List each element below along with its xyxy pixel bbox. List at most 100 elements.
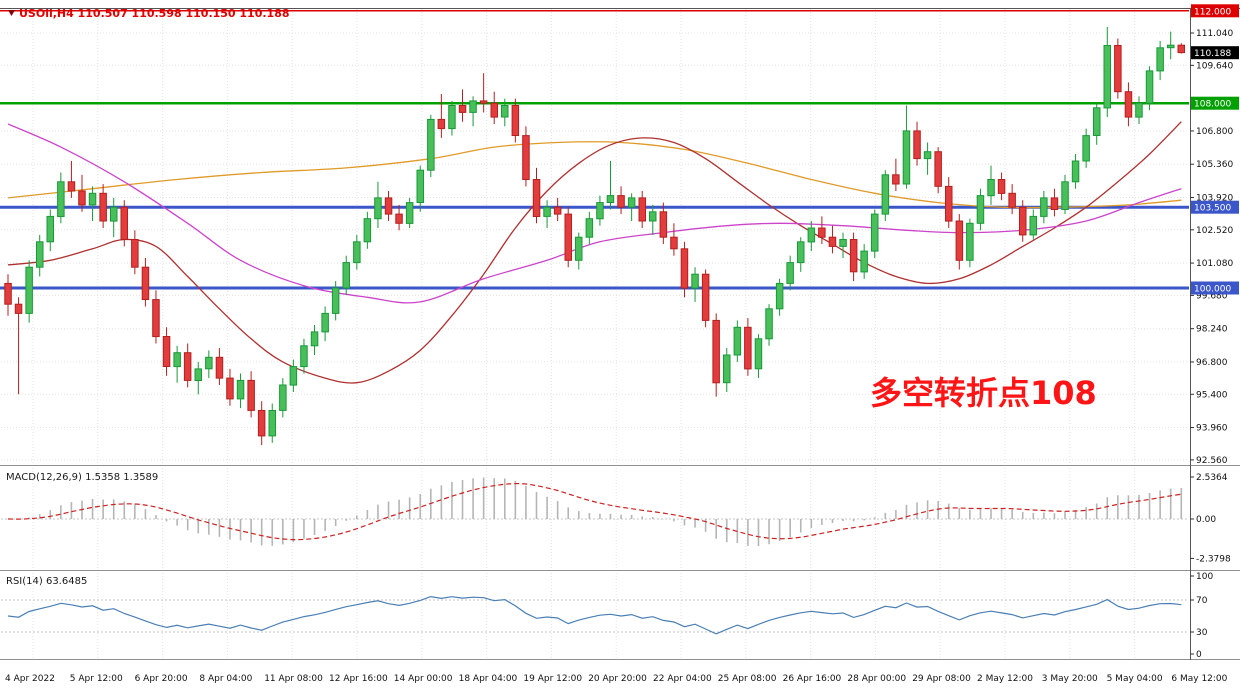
candle-down [247, 379, 255, 411]
price-badge [1191, 4, 1239, 18]
rsi-indicator-label: RSI(14) 63.6485 [6, 576, 87, 587]
candle-up [36, 241, 44, 268]
candle-up [786, 262, 794, 284]
candle-up [342, 262, 350, 289]
candle-down [522, 135, 530, 181]
time-axis-label: 6 May 12:00 [1171, 674, 1227, 684]
candle-down [67, 181, 76, 192]
candle-up [881, 174, 890, 215]
price-tick-label: 103.920 [1196, 194, 1233, 204]
rsi-line [7, 595, 1182, 635]
candle-up [1082, 135, 1090, 162]
macd-tick-label: -2.3798 [1196, 554, 1231, 564]
price-tick-label: 111.040 [1196, 29, 1233, 39]
candle-up [416, 169, 424, 203]
candle-up [923, 151, 932, 160]
candle-up [353, 241, 361, 264]
ma-slow-orange [7, 141, 1182, 209]
candle-down [913, 130, 921, 160]
moving-average-layer [7, 121, 1182, 384]
candle-down [818, 227, 826, 238]
candle-down [395, 213, 403, 224]
candle-up [775, 282, 784, 310]
candle-up [310, 331, 319, 347]
time-axis-label: 5 Apr 12:00 [70, 674, 123, 684]
candle-down [511, 105, 520, 136]
price-badge [1191, 46, 1239, 60]
candle-down [1019, 206, 1027, 236]
candle-down [120, 206, 128, 240]
candle-down [1008, 192, 1016, 208]
candle-down [670, 236, 678, 250]
candle-up [765, 308, 773, 340]
candle-up [236, 379, 245, 400]
time-axis[interactable]: 4 Apr 2022 5 Apr 12:00 6 Apr 20:00 8 Apr 04… [5, 674, 1228, 684]
price-badge-label: 103.500 [1194, 204, 1231, 214]
axis-labels: 111.040 109.640 106.800 105.360 103.920 102.5… [1190, 29, 1233, 660]
time-axis-label: 4 Apr 2022 [5, 674, 55, 684]
candle-up [807, 227, 816, 243]
horizontal-levels [0, 10, 1189, 290]
macd-signal-line [7, 482, 1182, 541]
candle-up [1071, 160, 1080, 183]
candle-up [46, 215, 54, 243]
panel-frame [0, 8, 1240, 660]
candle-up [649, 211, 657, 222]
candle-up [1029, 215, 1037, 236]
rsi-tick-label: 100 [1196, 572, 1213, 582]
candle-down [479, 100, 488, 104]
candle-down [617, 195, 625, 208]
candle-down [14, 303, 23, 314]
candle-up [966, 222, 974, 261]
time-axis-label: 25 Apr 08:00 [718, 674, 777, 684]
candle-up [25, 266, 33, 314]
time-axis-label: 11 Apr 08:00 [264, 674, 323, 684]
candle-up [363, 218, 372, 243]
time-axis-label: 28 Apr 00:00 [847, 674, 906, 684]
candle-down [4, 282, 12, 305]
candle-up [860, 250, 868, 273]
candle-up [469, 100, 477, 113]
candle-down [183, 352, 192, 381]
time-axis-label: 12 Apr 16:00 [329, 674, 388, 684]
candle-up [543, 206, 551, 217]
candle-up [1167, 44, 1175, 49]
candle-down [131, 239, 139, 268]
time-axis-label: 5 May 04:00 [1107, 674, 1163, 684]
candle-down [828, 236, 837, 247]
price-tick-label: 93.960 [1196, 424, 1228, 434]
candle-down [257, 410, 266, 437]
macd-indicator-label: MACD(12,26,9) 1.5358 1.3589 [6, 472, 158, 483]
candle-up [1093, 107, 1101, 137]
candle-up [723, 354, 731, 384]
candle-up [606, 195, 615, 204]
candle-down [458, 105, 467, 113]
candle-down [384, 197, 393, 215]
time-axis-label: 14 Apr 00:00 [394, 674, 453, 684]
candle-up [173, 352, 181, 368]
price-badge-label: 100.000 [1194, 285, 1231, 295]
price-badge [1191, 96, 1239, 110]
symbol-triangle-icon [8, 10, 15, 16]
candle-down [490, 102, 498, 118]
candle-up [585, 218, 594, 238]
candle-up [754, 338, 763, 370]
price-tick-label: 96.800 [1196, 358, 1228, 368]
candle-up [501, 105, 509, 118]
candle-down [659, 211, 668, 238]
candle-up [987, 179, 995, 197]
candle-down [1114, 45, 1122, 93]
price-tick-label: 106.800 [1196, 127, 1233, 137]
candle-down [744, 326, 752, 370]
time-axis-label: 6 Apr 20:00 [135, 674, 188, 684]
candle-up [448, 105, 456, 130]
ma-mid-darkred [7, 121, 1182, 384]
candle-down [701, 273, 710, 321]
candle-up [1135, 102, 1143, 118]
time-axis-label: 8 Apr 04:00 [199, 674, 252, 684]
price-badge [1191, 200, 1239, 214]
rsi-tick-label: 70 [1196, 596, 1208, 606]
macd-tick-label: 0.00 [1196, 515, 1216, 525]
candle-up [1145, 70, 1154, 104]
